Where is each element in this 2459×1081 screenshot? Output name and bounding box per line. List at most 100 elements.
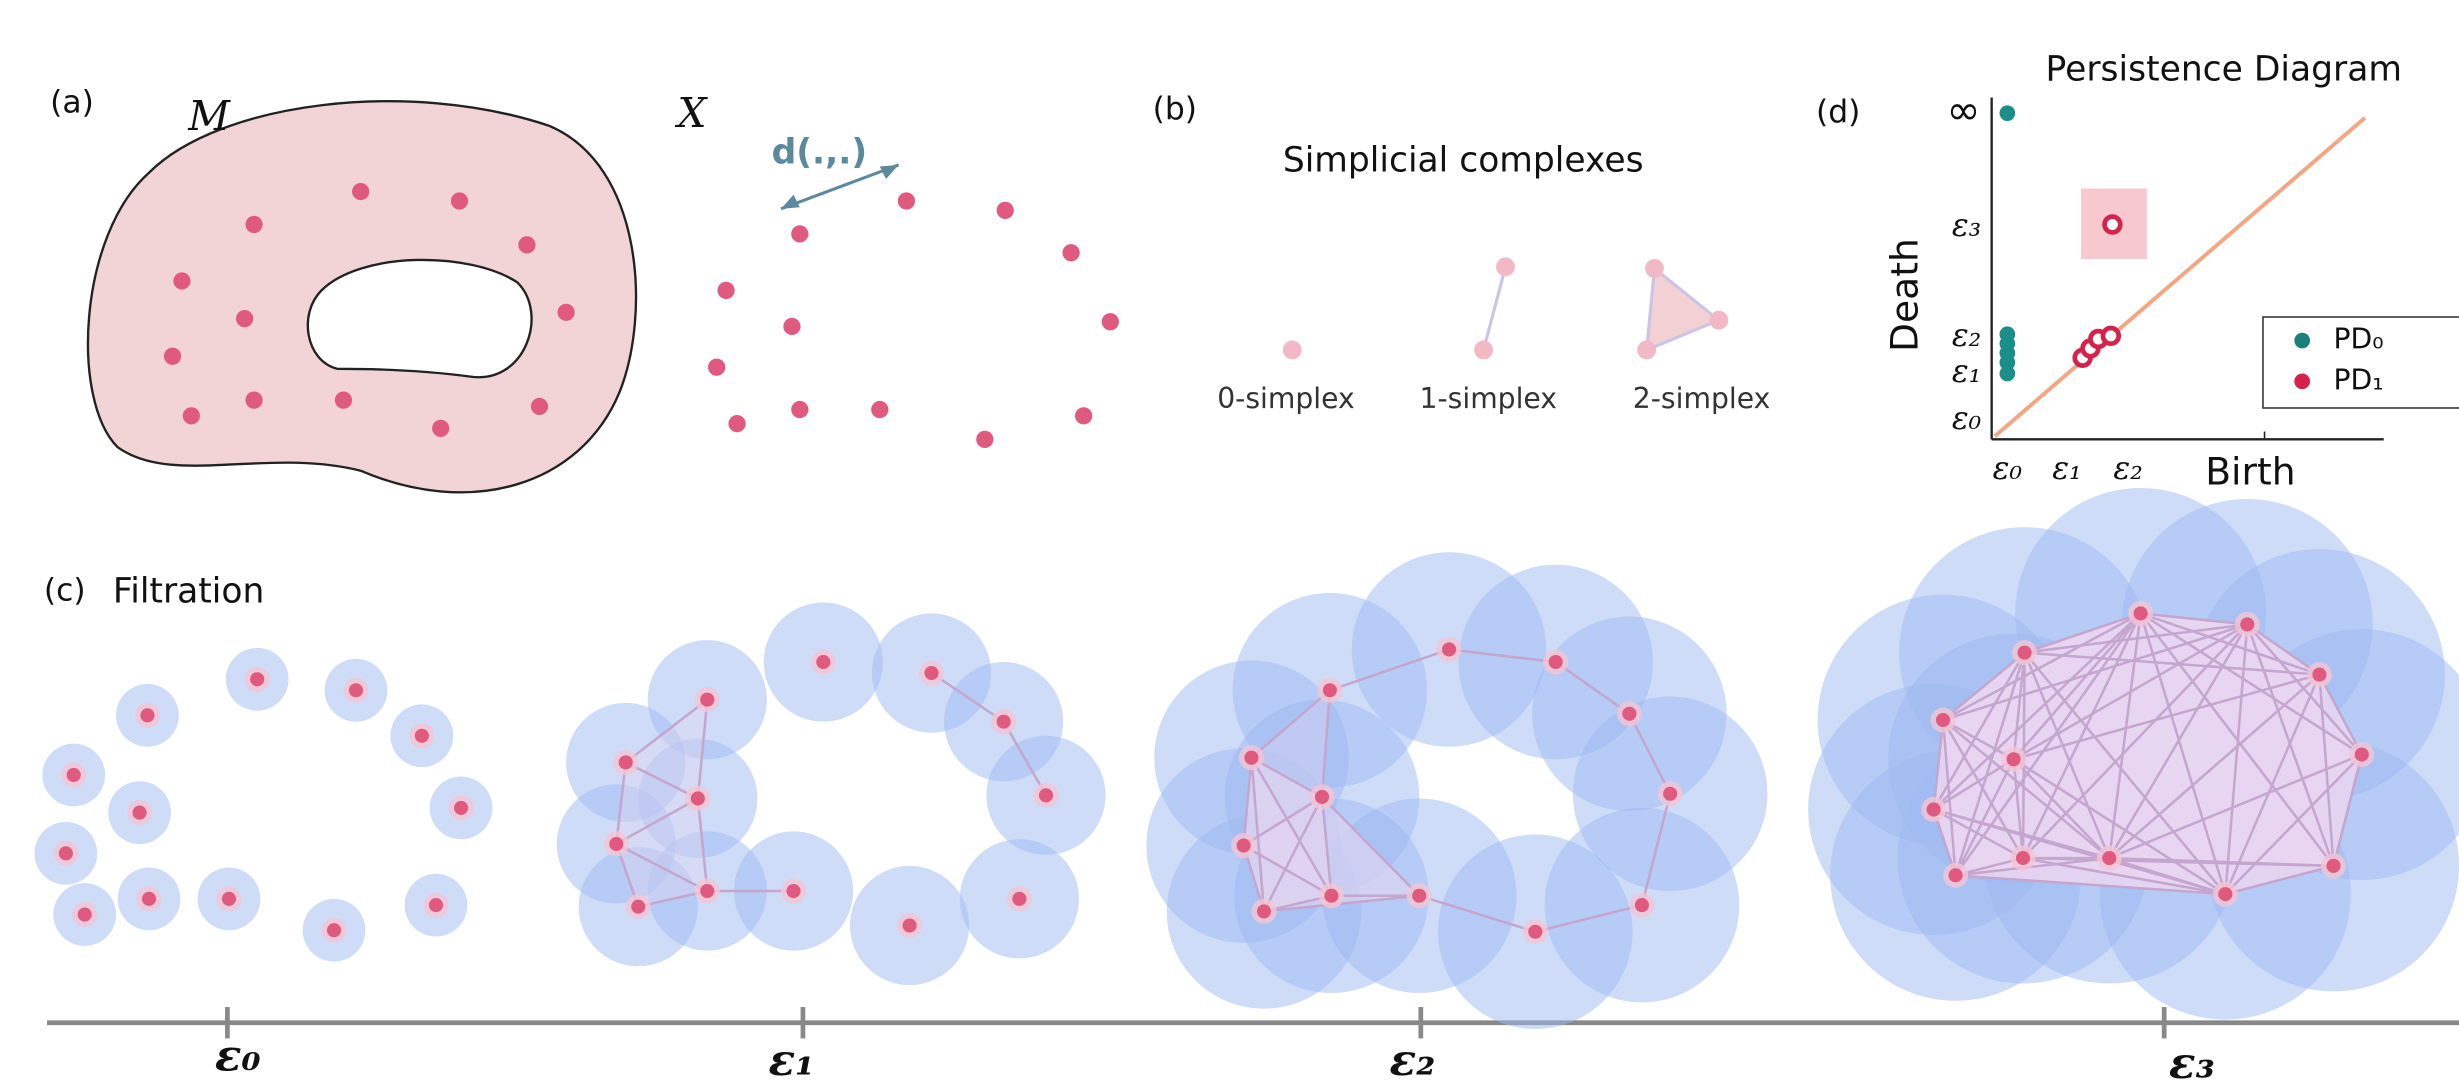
vertex xyxy=(67,768,81,782)
vertex xyxy=(1315,790,1329,804)
panel-title: Simplicial complexes xyxy=(1283,140,1644,180)
figure: (a) M X d(.,.) (b) Simplicial complexes … xyxy=(0,0,2459,1081)
vertex xyxy=(2007,752,2021,766)
sample-point xyxy=(531,398,548,415)
vertex xyxy=(1412,889,1426,903)
sample-point xyxy=(245,392,262,409)
sample-point xyxy=(898,192,915,209)
vertex xyxy=(924,666,938,680)
simplex-label: 0-simplex xyxy=(1217,382,1354,415)
vertex xyxy=(1283,341,1302,360)
vertex xyxy=(1496,257,1515,276)
vertex xyxy=(349,683,363,697)
vertex xyxy=(415,729,429,743)
vertex xyxy=(1012,892,1026,906)
sample-point xyxy=(1075,407,1092,424)
vertex xyxy=(609,837,623,851)
y-tick-label: ε₃ xyxy=(1952,208,1981,244)
vertex xyxy=(1622,707,1636,721)
vertex xyxy=(1324,889,1338,903)
vertex xyxy=(1709,311,1728,330)
sample-point xyxy=(558,304,575,321)
sample-point xyxy=(976,431,993,448)
vertex xyxy=(619,755,633,769)
vertex xyxy=(250,672,264,686)
vertex xyxy=(700,693,714,707)
sample-point xyxy=(717,282,734,299)
triangle xyxy=(1647,268,1719,350)
vertex xyxy=(1257,904,1271,918)
vertex xyxy=(1442,642,1456,656)
metric-label: d(.,.) xyxy=(772,132,868,172)
vertex xyxy=(1663,787,1677,801)
vertex xyxy=(903,918,917,932)
sample-point xyxy=(518,236,535,253)
vertex xyxy=(1549,655,1563,669)
panel-label: (c) xyxy=(44,572,86,608)
sample-point xyxy=(871,401,888,418)
sample-point xyxy=(1102,313,1119,330)
x-tick-label: ε₁ xyxy=(2052,451,2081,487)
vertex xyxy=(327,923,341,937)
y-tick-label: ε₁ xyxy=(1952,354,1981,390)
edge xyxy=(1484,267,1506,350)
vertex xyxy=(1637,341,1656,360)
vertex xyxy=(786,884,800,898)
sample-point xyxy=(728,415,745,432)
pd1-point xyxy=(2103,328,2119,344)
vertex xyxy=(78,907,92,921)
vertex xyxy=(429,898,443,912)
sample-point xyxy=(352,183,369,200)
vertex xyxy=(1927,802,1941,816)
vertex xyxy=(1528,925,1542,939)
scale-label: ε₂ xyxy=(1389,1035,1435,1081)
vertex xyxy=(2218,887,2232,901)
vertex xyxy=(2018,646,2032,660)
simplex-label: 1-simplex xyxy=(1420,382,1557,415)
vertex xyxy=(454,801,468,815)
scale-label: ε₀ xyxy=(215,1030,261,1081)
vertex xyxy=(1323,683,1337,697)
sample-point xyxy=(783,318,800,335)
sample-label: X xyxy=(674,89,708,137)
sample-point xyxy=(173,272,190,289)
vertex xyxy=(140,708,154,722)
panel-label: (b) xyxy=(1153,91,1197,127)
panel-title: Filtration xyxy=(113,572,264,612)
vertex xyxy=(1244,751,1258,765)
sample-point xyxy=(997,202,1014,219)
manifold-hole xyxy=(308,260,532,377)
pd1-point xyxy=(2105,217,2121,233)
vertex xyxy=(1237,838,1251,852)
sample-point xyxy=(791,225,808,242)
vertex xyxy=(2355,748,2369,762)
filtration xyxy=(35,488,2459,1029)
legend-marker xyxy=(2294,373,2310,389)
vertex xyxy=(997,715,1011,729)
vertex xyxy=(816,655,830,669)
vertex xyxy=(2102,851,2116,865)
vertex xyxy=(1949,868,1963,882)
y-tick-label: ε₀ xyxy=(1952,401,1982,437)
vertex xyxy=(691,791,705,805)
sample-point xyxy=(432,420,449,437)
vertex xyxy=(142,892,156,906)
panel-label: (a) xyxy=(50,85,94,121)
vertex xyxy=(59,846,73,860)
vertex xyxy=(2326,859,2340,873)
vertex xyxy=(1936,713,1950,727)
sample-point xyxy=(791,401,808,418)
scale-label: ε₁ xyxy=(768,1035,814,1081)
panel-label: (d) xyxy=(1816,94,1860,130)
simplex-label: 2-simplex xyxy=(1633,382,1770,415)
vertex xyxy=(700,884,714,898)
sample-point xyxy=(236,310,253,327)
scale-label: ε₃ xyxy=(2169,1038,2215,1081)
manifold-label: M xyxy=(187,92,231,140)
legend-label: PD₁ xyxy=(2334,363,2384,396)
vertex xyxy=(222,892,236,906)
vertex xyxy=(2312,668,2326,682)
vertex xyxy=(1474,341,1493,360)
sample-point xyxy=(164,348,181,365)
vertex xyxy=(1635,898,1649,912)
